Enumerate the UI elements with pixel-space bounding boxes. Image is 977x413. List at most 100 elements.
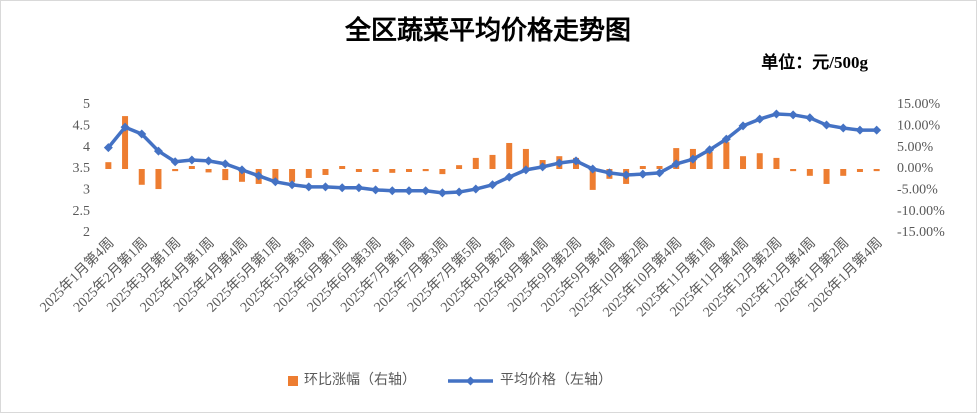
line-marker: [354, 183, 364, 193]
bar: [238, 169, 245, 182]
line-marker: [371, 185, 381, 195]
legend-label: 环比涨幅（右轴）: [304, 372, 416, 388]
line-marker: [187, 155, 197, 165]
line-marker: [337, 183, 347, 193]
bar: [656, 166, 663, 169]
bar: [289, 169, 296, 182]
line-marker: [287, 180, 297, 190]
bar: [205, 169, 212, 173]
bar: [873, 169, 880, 172]
bar: [756, 153, 763, 169]
line-marker: [688, 154, 698, 164]
line-marker: [872, 125, 882, 135]
line-marker: [137, 129, 147, 139]
bar: [272, 169, 279, 181]
line-marker: [738, 121, 748, 131]
bar: [305, 169, 312, 178]
bar: [339, 166, 346, 169]
bar: [389, 169, 396, 173]
line-marker: [621, 170, 631, 180]
bar: [372, 169, 379, 172]
y-tick-label: 2.5: [73, 204, 91, 219]
bar: [639, 166, 646, 169]
line-marker: [771, 109, 781, 119]
line-marker: [504, 172, 514, 182]
chart-title: 全区蔬菜平均价格走势图: [344, 15, 631, 45]
y-tick-label: 4: [83, 140, 90, 155]
bar: [790, 169, 797, 172]
line-marker: [755, 114, 765, 124]
bar: [172, 169, 179, 172]
line-marker: [638, 169, 648, 179]
y2-tick-label: 15.00%: [897, 97, 941, 112]
bar: [422, 169, 429, 172]
line-marker: [488, 180, 497, 190]
y-tick-label: 4.5: [73, 119, 91, 134]
line-marker: [421, 186, 431, 196]
chart-subtitle: 单位：元/500g: [761, 52, 868, 72]
bar: [105, 162, 112, 169]
bar: [489, 154, 496, 169]
bar: [188, 166, 195, 169]
line-marker: [805, 113, 815, 123]
line-marker: [270, 177, 280, 187]
bar: [138, 169, 145, 185]
line-marker: [705, 145, 715, 155]
line-marker: [588, 164, 598, 174]
y-tick-label: 3.5: [73, 161, 91, 176]
legend-label: 平均价格（左轴）: [500, 372, 612, 388]
line-marker: [120, 122, 130, 132]
y2-tick-label: 10.00%: [897, 119, 941, 134]
line-marker: [220, 159, 230, 169]
bar: [589, 169, 596, 190]
bar: [355, 169, 362, 172]
y-tick-label: 5: [83, 97, 90, 112]
line-marker: [153, 146, 163, 156]
line-marker: [254, 171, 264, 181]
bar: [322, 169, 329, 175]
line-marker: [538, 162, 548, 172]
y2-tick-label: -10.00%: [897, 204, 945, 219]
line-marker: [471, 184, 481, 194]
line-marker: [387, 186, 397, 196]
line-marker: [237, 165, 247, 175]
y2-tick-label: 0.00%: [897, 161, 934, 176]
line-marker: [855, 125, 865, 135]
line-marker: [721, 134, 731, 144]
bar: [673, 148, 680, 169]
bar: [856, 169, 863, 172]
line-marker: [204, 156, 214, 166]
bar: [740, 156, 747, 169]
y-tick-label: 2: [83, 225, 90, 240]
bar: [506, 142, 513, 169]
bar: [122, 116, 129, 169]
line-marker: [170, 157, 180, 167]
line-marker: [521, 165, 531, 175]
bar: [405, 169, 412, 172]
y-tick-label: 3: [83, 183, 90, 198]
bar: [773, 157, 780, 169]
line-marker: [788, 110, 798, 120]
line-marker: [604, 168, 614, 178]
bar: [823, 169, 830, 184]
bar: [456, 165, 463, 169]
line-marker: [571, 156, 581, 166]
line-marker: [304, 182, 314, 192]
y2-tick-label: -15.00%: [897, 225, 945, 240]
legend-swatch-marker: [466, 376, 475, 386]
line-marker: [437, 188, 447, 198]
line-marker: [454, 187, 464, 197]
bar: [840, 169, 847, 176]
bar: [706, 151, 713, 169]
y2-tick-label: -5.00%: [897, 183, 938, 198]
line-marker: [554, 158, 564, 168]
line-marker: [655, 168, 665, 178]
bar: [472, 157, 479, 169]
line-marker: [822, 120, 832, 130]
line-marker: [838, 123, 848, 133]
line-marker: [320, 182, 330, 192]
line-marker: [404, 186, 414, 196]
y2-tick-label: 5.00%: [897, 140, 934, 155]
